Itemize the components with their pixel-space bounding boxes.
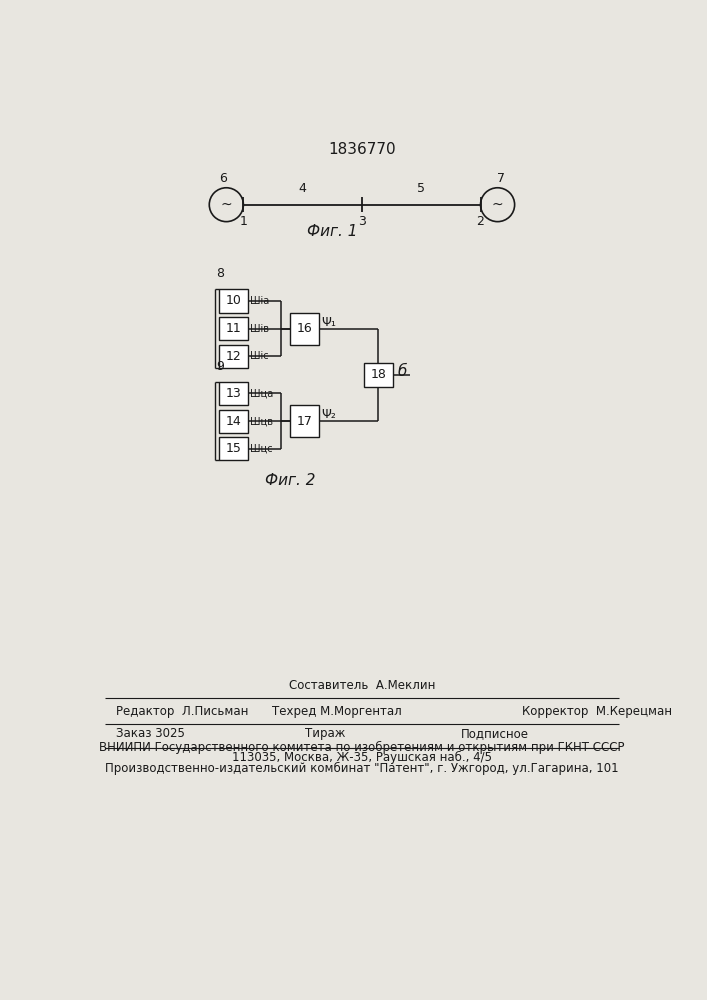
Text: 7: 7 bbox=[497, 172, 505, 185]
Text: Фиг. 2: Фиг. 2 bbox=[264, 473, 315, 488]
Text: Подписное: Подписное bbox=[460, 727, 528, 740]
Text: Шіа: Шіа bbox=[250, 296, 269, 306]
Text: 15: 15 bbox=[226, 442, 241, 455]
Text: 2: 2 bbox=[477, 215, 484, 228]
Text: 5: 5 bbox=[417, 182, 425, 195]
Text: 4: 4 bbox=[299, 182, 307, 195]
Text: 10: 10 bbox=[226, 294, 241, 307]
Text: 16: 16 bbox=[297, 322, 312, 335]
FancyBboxPatch shape bbox=[290, 405, 320, 437]
Text: Ψ₁: Ψ₁ bbox=[321, 316, 336, 329]
Text: Шцс: Шцс bbox=[250, 444, 272, 454]
Text: 18: 18 bbox=[370, 368, 386, 381]
Text: б: б bbox=[397, 364, 407, 379]
Text: Шца: Шца bbox=[250, 388, 273, 398]
Text: Техред М.Моргентал: Техред М.Моргентал bbox=[271, 705, 402, 718]
FancyBboxPatch shape bbox=[218, 289, 248, 312]
Text: Шцв: Шцв bbox=[250, 416, 273, 426]
Text: 1: 1 bbox=[240, 215, 247, 228]
Text: 17: 17 bbox=[297, 415, 312, 428]
Text: Ψ₂: Ψ₂ bbox=[321, 408, 336, 421]
Text: 12: 12 bbox=[226, 350, 241, 363]
Text: Шіс: Шіс bbox=[250, 351, 268, 361]
Text: ВНИИПИ Государственного комитета по изобретениям и открытиям при ГКНТ СССР: ВНИИПИ Государственного комитета по изоб… bbox=[99, 741, 625, 754]
Text: 3: 3 bbox=[358, 215, 366, 228]
Text: Тираж: Тираж bbox=[305, 727, 346, 740]
Text: ~: ~ bbox=[221, 198, 232, 212]
Text: Заказ 3025: Заказ 3025 bbox=[115, 727, 185, 740]
Text: Составитель  А.Меклин: Составитель А.Меклин bbox=[288, 679, 435, 692]
Text: 6: 6 bbox=[219, 172, 227, 185]
Text: 13: 13 bbox=[226, 387, 241, 400]
FancyBboxPatch shape bbox=[218, 317, 248, 340]
Text: Шів: Шів bbox=[250, 324, 269, 334]
Text: 14: 14 bbox=[226, 415, 241, 428]
Text: Производственно-издательский комбинат "Патент", г. Ужгород, ул.Гагарина, 101: Производственно-издательский комбинат "П… bbox=[105, 762, 619, 775]
Text: 113035, Москва, Ж-35, Раушская наб., 4/5: 113035, Москва, Ж-35, Раушская наб., 4/5 bbox=[232, 751, 492, 764]
FancyBboxPatch shape bbox=[363, 363, 393, 387]
FancyBboxPatch shape bbox=[218, 410, 248, 433]
Text: ~: ~ bbox=[492, 198, 503, 212]
Text: 9: 9 bbox=[216, 360, 224, 373]
Text: Редактор  Л.Письман: Редактор Л.Письман bbox=[115, 705, 248, 718]
Text: Фиг. 1: Фиг. 1 bbox=[308, 224, 358, 239]
Text: 11: 11 bbox=[226, 322, 241, 335]
FancyBboxPatch shape bbox=[218, 345, 248, 368]
Text: 1836770: 1836770 bbox=[328, 142, 396, 157]
Text: 8: 8 bbox=[216, 267, 224, 280]
FancyBboxPatch shape bbox=[218, 382, 248, 405]
Text: Корректор  М.Керецман: Корректор М.Керецман bbox=[522, 705, 672, 718]
FancyBboxPatch shape bbox=[218, 437, 248, 460]
FancyBboxPatch shape bbox=[290, 312, 320, 345]
